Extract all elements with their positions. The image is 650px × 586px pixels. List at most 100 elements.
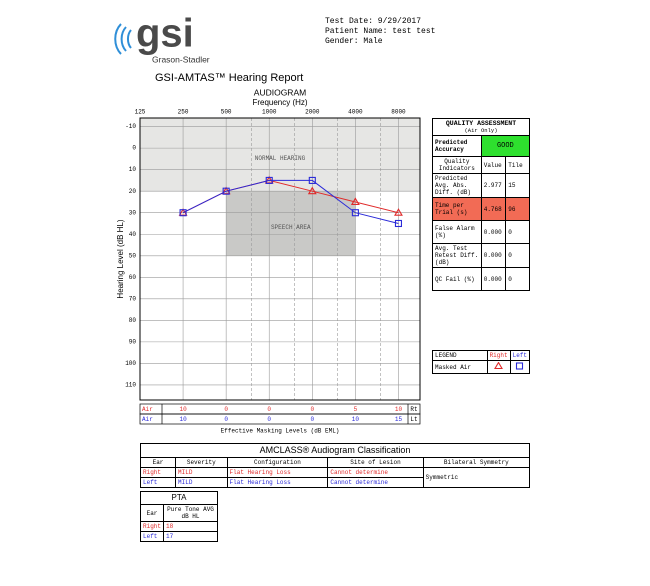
amclass-table: AMCLASS® Audiogram Classification Ear Seve… (139, 443, 531, 488)
amclass-row: Left MILD Flat Hearing Loss Cannot determin… (139, 477, 530, 488)
indicator-tile: 0 (505, 267, 530, 291)
header-cell: Quality Indicators (432, 156, 482, 174)
quality-table-body: QUALITY ASSESSMENT (Air Only) Predicted Ac… (432, 118, 531, 291)
amclass-table-body: AMCLASS® Audiogram Classification Ear Seve… (139, 443, 531, 488)
indicator-row: False Alarm (%) 0.000 0 (432, 220, 530, 244)
amclass-cell: MILD (175, 477, 228, 488)
x-axis-label: Frequency (Hz) (252, 98, 307, 107)
header-cell: Ear (139, 457, 177, 468)
amclass-cell: Cannot determine (327, 467, 424, 478)
y-axis-label: Hearing Level (dB HL) (116, 219, 125, 298)
header-cell: Value (480, 156, 507, 174)
patient-name: Patient Name: test test (325, 27, 435, 36)
pta-cell: Left (139, 531, 165, 542)
amclass-cell: Cannot determine (327, 477, 424, 488)
test-date: Test Date: 9/29/2017 (325, 17, 421, 26)
amclass-cell: Flat Hearing Loss (226, 477, 329, 488)
logo-brand: gsi (136, 12, 194, 56)
marker (222, 187, 230, 195)
indicator-value: 4.768 (480, 197, 507, 221)
region-label: NORMAL HEARING (255, 155, 306, 162)
symbol (516, 362, 524, 370)
masking-value: 0 (267, 406, 271, 413)
masking-value: 0 (311, 416, 315, 423)
chart-title: AUDIOGRAM (254, 87, 306, 97)
masking-caption: Effective Masking Levels (dB EML) (221, 428, 340, 435)
amclass-cell: Flat Hearing Loss (226, 467, 329, 478)
indicator-tile: 96 (505, 197, 530, 221)
y-tick-label: 110 (125, 382, 136, 389)
y-tick-label: 30 (129, 209, 137, 216)
region-label: SPEECH AREA (271, 224, 311, 231)
y-tick-label: 90 (129, 338, 137, 345)
header-row: Ear Pure Tone AVG dB HL (139, 504, 218, 522)
accuracy-label: Predicted Accuracy (432, 135, 482, 157)
indicator: False Alarm (%) (432, 220, 482, 244)
report-title: GSI-AMTAS™ Hearing Report (155, 72, 303, 84)
marker (516, 362, 524, 370)
pta-cell: 17 (163, 531, 218, 542)
indicator-row: QC Fail (%) 0.000 0 (432, 267, 530, 291)
x-tick-label: 500 (221, 109, 232, 116)
y-tick-label: 0 (132, 145, 136, 152)
marker (350, 197, 360, 206)
y-tick-label: -10 (125, 123, 136, 130)
pta-cell: 18 (163, 521, 218, 532)
pta-table: PTA Ear Pure Tone AVG dB HL Right 18 Left 17 (139, 491, 218, 542)
indicator-value: 0.000 (480, 267, 507, 291)
indicator-row: Predicted Avg. Abs. Diff. (dB) 2.977 15 (432, 173, 530, 198)
y-tick-label: 100 (125, 360, 136, 367)
masking-value: 0 (311, 406, 315, 413)
logo-company: Grason-Stadler (152, 54, 210, 64)
quality-subtitle: (Air Only) (464, 127, 498, 134)
quality-title: QUALITY ASSESSMENT (445, 120, 517, 127)
amclass-cell: Right (139, 467, 177, 478)
masking-value: 10 (395, 406, 403, 413)
header-cell: Bilateral Symmetry (422, 457, 531, 468)
x-tick-label: 1000 (262, 109, 277, 116)
y-tick-label: 70 (129, 295, 137, 302)
x-tick-label: 250 (178, 109, 189, 116)
legend-title: LEGEND (432, 350, 488, 361)
pta-cell: Right (139, 521, 165, 532)
legend-ear: Left (509, 350, 531, 361)
row: Masked Air (432, 360, 531, 374)
marker (394, 208, 403, 216)
header-cell: Tile (505, 156, 530, 174)
indicator-tile: 0 (505, 220, 530, 244)
header-cell: Severity (175, 457, 228, 468)
marker (351, 209, 359, 217)
legend-symbol (486, 360, 511, 374)
accuracy-value: GOOD (480, 135, 531, 157)
region (140, 118, 420, 192)
region (226, 191, 356, 256)
y-tick-label: 50 (129, 252, 137, 259)
indicator-tile: 0 (505, 243, 530, 268)
legend-symbol (509, 360, 531, 374)
masking-value: 10 (179, 406, 187, 413)
plot-frame (139, 117, 421, 401)
amclass-row: Right MILD Flat Hearing Loss Cannot determi… (139, 467, 531, 488)
masking-value: 0 (224, 406, 228, 413)
marker (494, 361, 504, 370)
logo-arc (126, 29, 132, 49)
header-row: Ear Severity Configuration Site of Lesion Bi… (139, 457, 531, 468)
header-cell: Configuration (226, 457, 329, 468)
indicator-row: Avg. Test Retest Diff. (dB) 0.000 0 (432, 243, 530, 268)
indicator-value: 2.977 (480, 173, 507, 198)
symbol (494, 361, 504, 370)
header-cell: Pure Tone AVG dB HL (163, 504, 218, 522)
legend-row-label: Masked Air (432, 360, 488, 374)
marker (308, 176, 316, 184)
legend-table: LEGEND Right Left Masked Air (432, 350, 531, 374)
y-tick-label: 40 (129, 231, 137, 238)
marker (394, 219, 403, 228)
row: AMCLASS® Audiogram Classification (140, 443, 530, 458)
masking-label: Air (142, 416, 153, 423)
masking-label: Air (142, 406, 153, 413)
pta-table-body: PTA Ear Pure Tone AVG dB HL Right 18 Left 17 (139, 491, 218, 542)
row: QUALITY ASSESSMENT (Air Only) (432, 118, 530, 136)
masking-ear: Lt (410, 416, 417, 423)
indicator: Time per Trial (s) (432, 197, 482, 221)
